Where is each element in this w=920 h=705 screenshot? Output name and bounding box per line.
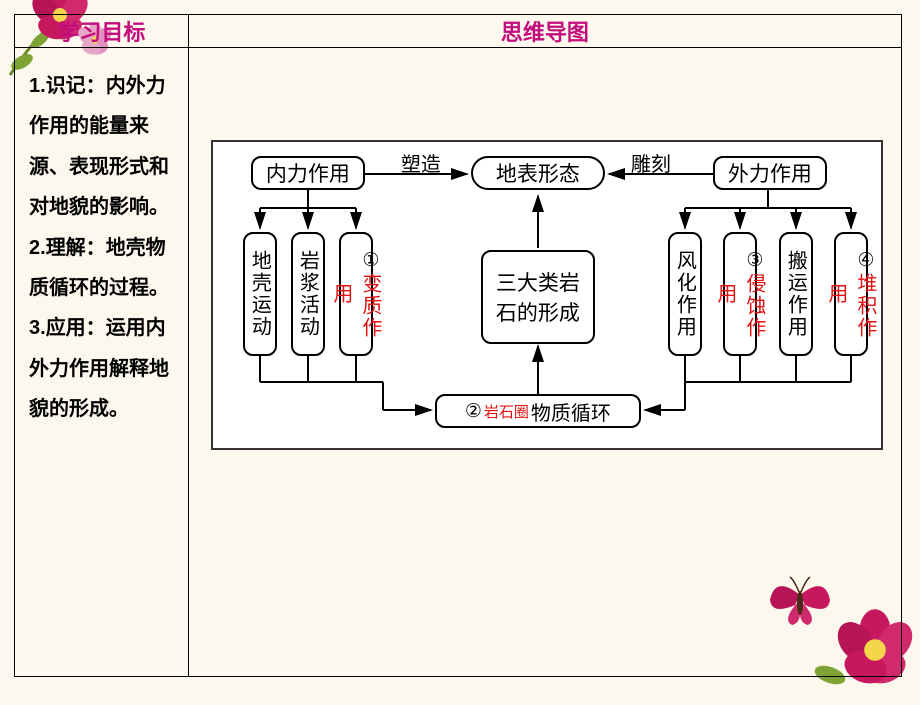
- node-landform: 地表形态: [471, 156, 605, 190]
- num-1-icon: ①: [359, 249, 381, 273]
- node-magma: 岩浆活动: [291, 232, 325, 356]
- node-crust-movement: 地壳运动: [243, 232, 277, 356]
- obj1-num: 1.: [29, 75, 46, 97]
- label-cycle-tail: 物质循环: [531, 397, 611, 426]
- node-three-rocks: 三大类岩 石的形成: [481, 250, 595, 344]
- obj3-lead: 应用：: [46, 317, 106, 339]
- header-mindmap: 思维导图: [188, 15, 901, 48]
- node-deposition: ④堆积作用: [834, 232, 868, 356]
- node-weathering: 风化作用: [668, 232, 702, 356]
- rocks-line2: 石的形成: [496, 297, 580, 327]
- node-erosion: ③侵蚀作用: [723, 232, 757, 356]
- num-3-icon: ③: [743, 249, 765, 273]
- content-table: 学习目标 思维导图 1.识记：内外力作用的能量来源、表现形式和对地貌的影响。 2…: [14, 14, 902, 677]
- objectives-list: 1.识记：内外力作用的能量来源、表现形式和对地貌的影响。 2.理解：地壳物质循环…: [15, 48, 188, 676]
- mindmap-diagram: 内力作用 地表形态 外力作用 塑造 雕刻 地壳运动 岩浆活动 ①变质作用 三大类…: [211, 140, 883, 450]
- label-lithosphere: 岩石圈: [484, 401, 529, 422]
- node-internal-force: 内力作用: [251, 156, 365, 190]
- edge-label-carve: 雕刻: [631, 148, 671, 177]
- label-erosion: 侵蚀作用: [714, 273, 765, 339]
- num-2-icon: ②: [465, 400, 482, 423]
- node-metamorphism: ①变质作用: [339, 232, 373, 356]
- rocks-line1: 三大类岩: [496, 267, 580, 297]
- node-external-force: 外力作用: [713, 156, 827, 190]
- node-transport: 搬运作用: [779, 232, 813, 356]
- obj2-num: 2.: [29, 237, 46, 259]
- obj1-lead: 识记：: [46, 75, 106, 97]
- num-4-icon: ④: [854, 249, 876, 273]
- header-objectives: 学习目标: [15, 15, 189, 48]
- edge-label-shape: 塑造: [401, 148, 441, 177]
- obj2-lead: 理解：: [46, 237, 106, 259]
- label-deposition: 堆积作用: [825, 273, 876, 339]
- node-rock-cycle: ② 岩石圈 物质循环: [435, 394, 641, 428]
- obj3-num: 3.: [29, 317, 46, 339]
- label-metamorphism: 变质作用: [330, 273, 381, 339]
